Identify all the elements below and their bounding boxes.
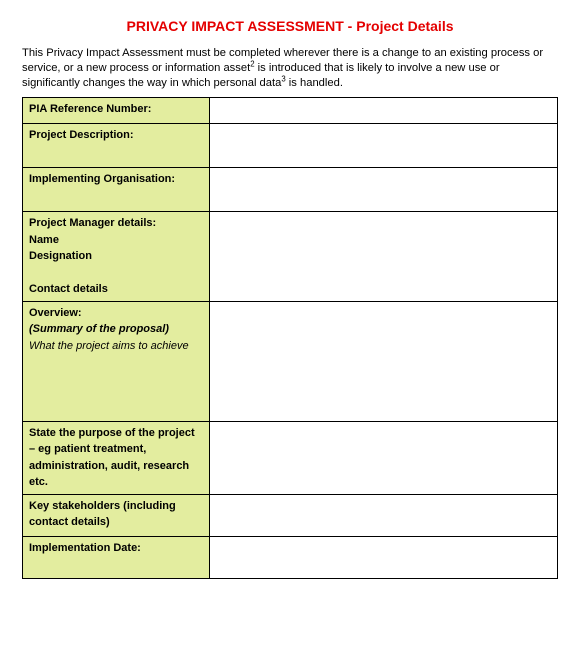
row-label: Project Manager details:NameDesignation … xyxy=(23,212,210,302)
row-value[interactable] xyxy=(210,124,558,168)
row-label-line: Overview: xyxy=(29,305,203,322)
row-value[interactable] xyxy=(210,536,558,578)
row-value[interactable] xyxy=(210,98,558,124)
table-row: Project Manager details:NameDesignation … xyxy=(23,212,558,302)
row-label-line: Contact details xyxy=(29,281,203,298)
table-row: Project Description: xyxy=(23,124,558,168)
table-row: Implementation Date: xyxy=(23,536,558,578)
row-label: Key stakeholders (including contact deta… xyxy=(23,494,210,536)
row-value[interactable] xyxy=(210,494,558,536)
row-value[interactable] xyxy=(210,301,558,421)
row-label: Project Description: xyxy=(23,124,210,168)
row-label: PIA Reference Number: xyxy=(23,98,210,124)
row-label-line: Project Manager details: xyxy=(29,215,203,232)
row-label-line: Implementation Date: xyxy=(29,540,203,557)
table-row: State the purpose of the project – eg pa… xyxy=(23,421,558,494)
form-table: PIA Reference Number: Project Description… xyxy=(22,97,558,579)
table-row: Implementing Organisation: xyxy=(23,168,558,212)
row-label-line: State the purpose of the project – eg pa… xyxy=(29,425,203,491)
row-label-line: (Summary of the proposal) xyxy=(29,321,203,338)
table-row: Overview:(Summary of the proposal)What t… xyxy=(23,301,558,421)
row-value[interactable] xyxy=(210,421,558,494)
row-label-line: PIA Reference Number: xyxy=(29,101,203,118)
intro-part3: is handled. xyxy=(286,77,343,89)
row-label-line: Implementing Organisation: xyxy=(29,171,203,188)
row-label-line: Designation xyxy=(29,248,203,265)
table-row: Key stakeholders (including contact deta… xyxy=(23,494,558,536)
intro-paragraph: This Privacy Impact Assessment must be c… xyxy=(22,46,558,91)
row-label-line: What the project aims to achieve xyxy=(29,338,203,355)
row-label: Implementation Date: xyxy=(23,536,210,578)
table-row: PIA Reference Number: xyxy=(23,98,558,124)
row-label-line: Key stakeholders (including contact deta… xyxy=(29,498,203,531)
row-value[interactable] xyxy=(210,212,558,302)
row-label: Overview:(Summary of the proposal)What t… xyxy=(23,301,210,421)
row-label-line: Project Description: xyxy=(29,127,203,144)
document-title: PRIVACY IMPACT ASSESSMENT - Project Deta… xyxy=(22,18,558,34)
row-label: Implementing Organisation: xyxy=(23,168,210,212)
row-label-line: Name xyxy=(29,232,203,249)
row-value[interactable] xyxy=(210,168,558,212)
row-label-line xyxy=(29,265,203,282)
row-label: State the purpose of the project – eg pa… xyxy=(23,421,210,494)
